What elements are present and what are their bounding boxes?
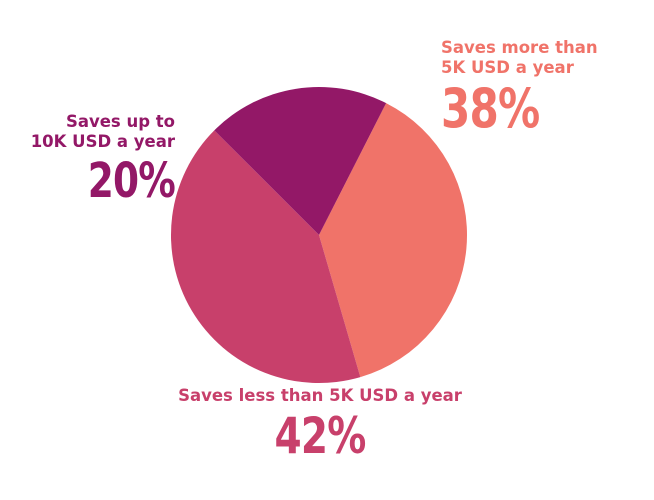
slice-percent-less: 42% bbox=[274, 407, 366, 466]
slice-percent-upto: 20% bbox=[87, 153, 176, 210]
slice-label-less-line1: Saves less than 5K USD a year bbox=[178, 386, 462, 405]
slice-label-upto-line1: Saves up to bbox=[65, 112, 175, 131]
slice-label-more-than-5k: Saves more than 5K USD a year 38% bbox=[441, 38, 641, 140]
slice-less-than-5k bbox=[170, 130, 361, 384]
slice-up-to-10k bbox=[214, 86, 387, 236]
slice-more-than-5k bbox=[319, 103, 468, 378]
slice-label-up-to-10k: Saves up to 10K USD a year 20% bbox=[10, 112, 176, 210]
slice-label-more-line2: 5K USD a year bbox=[441, 58, 574, 78]
slice-label-upto-line2: 10K USD a year bbox=[30, 132, 175, 152]
slice-label-more-line1: Saves more than bbox=[441, 38, 598, 57]
slice-label-less-than-5k: Saves less than 5K USD a year 42% bbox=[150, 386, 490, 466]
slice-percent-more: 38% bbox=[441, 77, 540, 141]
